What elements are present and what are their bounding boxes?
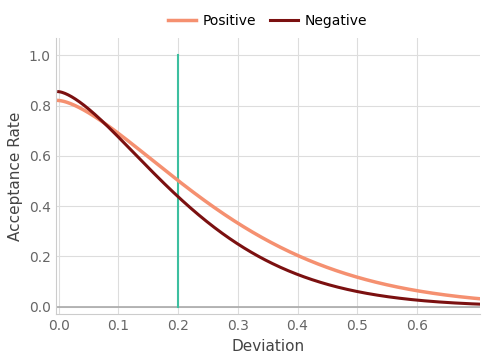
Negative xyxy=(343,287,349,291)
Negative xyxy=(486,302,488,307)
Positive xyxy=(250,230,256,235)
Positive xyxy=(486,297,488,302)
Positive xyxy=(56,98,61,103)
Negative xyxy=(56,89,61,94)
Positive xyxy=(343,272,349,276)
Positive xyxy=(380,282,386,286)
Negative xyxy=(166,186,172,190)
Line: Positive: Positive xyxy=(59,101,488,299)
Negative xyxy=(380,294,386,298)
Line: Negative: Negative xyxy=(59,92,488,304)
Negative xyxy=(250,251,256,256)
Negative xyxy=(132,152,138,156)
Y-axis label: Acceptance Rate: Acceptance Rate xyxy=(8,111,23,241)
Positive xyxy=(132,144,138,148)
Positive xyxy=(309,260,315,264)
Legend: Positive, Negative: Positive, Negative xyxy=(163,9,373,34)
Negative xyxy=(309,278,315,282)
X-axis label: Deviation: Deviation xyxy=(231,339,305,354)
Positive xyxy=(166,172,172,176)
